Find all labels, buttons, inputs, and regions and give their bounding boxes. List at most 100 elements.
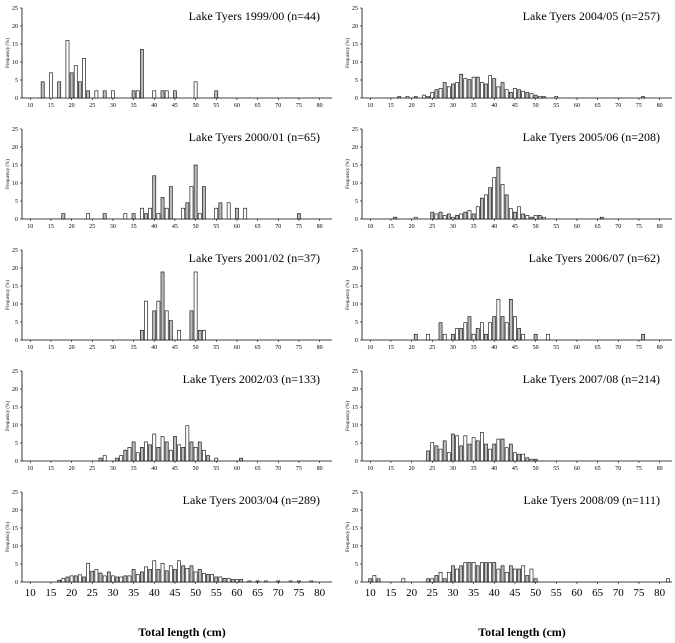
bar <box>152 90 157 99</box>
bar <box>442 215 447 220</box>
y-tick-label: 25 <box>12 248 18 254</box>
bar <box>446 452 451 462</box>
bar <box>521 333 526 341</box>
y-tick-label: 15 <box>352 163 358 169</box>
y-tick-label: 20 <box>12 387 18 393</box>
bar <box>426 578 430 583</box>
panel: 0 5 10 15 20 25 10 15 20 25 30 35 40 45 50 55 60 65 70 75 80… <box>6 127 332 230</box>
x-tick-label: 35 <box>131 224 137 230</box>
bar <box>206 574 210 583</box>
bar <box>111 90 115 99</box>
x-tick-label: 65 <box>595 466 601 472</box>
bar <box>173 436 177 462</box>
bar <box>123 575 128 583</box>
bar <box>475 565 480 583</box>
bar <box>226 202 231 220</box>
bar <box>496 86 501 99</box>
bar <box>230 579 235 583</box>
y-tick-label: 10 <box>12 544 18 550</box>
bar <box>492 443 497 462</box>
bar <box>529 458 534 462</box>
bar <box>214 576 219 583</box>
bar <box>255 580 260 583</box>
bar <box>98 457 103 462</box>
x-tick-label: 70 <box>615 345 621 351</box>
y-tick-label: 15 <box>352 526 358 532</box>
y-tick-label: 15 <box>352 284 358 290</box>
bar <box>508 443 513 462</box>
y-tick-label: 10 <box>352 181 358 187</box>
y-tick-label: 15 <box>12 163 18 169</box>
x-tick-label: 20 <box>409 466 415 472</box>
bar <box>181 565 186 583</box>
bar <box>185 202 190 220</box>
bar <box>102 455 107 462</box>
bar <box>413 96 418 99</box>
bar <box>82 576 86 583</box>
bar <box>438 87 443 99</box>
y-tick-label: 5 <box>15 441 18 447</box>
x-tick-label: 60 <box>234 103 240 109</box>
bar <box>148 569 152 583</box>
bar <box>144 441 148 462</box>
bar <box>144 213 148 220</box>
bar <box>463 78 468 99</box>
bar <box>463 435 468 462</box>
x-tick-label: 25 <box>87 587 99 599</box>
bar <box>459 213 464 220</box>
bar <box>484 194 488 220</box>
bar <box>119 455 124 462</box>
bar <box>641 96 645 99</box>
y-tick-label: 25 <box>12 6 18 12</box>
bar <box>102 575 107 583</box>
x-tick-label: 35 <box>471 345 477 351</box>
y-tick-label: 20 <box>12 145 18 151</box>
x-tick-label: 35 <box>471 466 477 472</box>
bar <box>247 580 252 583</box>
x-tick-label: 35 <box>131 103 137 109</box>
bar <box>168 565 173 583</box>
x-tick-label: 20 <box>69 345 75 351</box>
x-tick-label: 15 <box>48 103 54 109</box>
bar <box>438 322 443 341</box>
y-axis-label: Frequency (%) <box>6 38 11 68</box>
bar <box>127 575 132 583</box>
bar <box>131 441 136 462</box>
y-tick-label: 25 <box>352 490 358 496</box>
x-tick-label: 55 <box>553 103 559 109</box>
bar <box>504 322 509 341</box>
bar <box>181 447 186 462</box>
x-tick-label: 10 <box>27 224 33 230</box>
bar <box>185 568 190 583</box>
panel-title: Lake Tyers 2007/08 (n=214) <box>523 372 660 386</box>
bar <box>451 333 455 341</box>
x-tick-label: 65 <box>255 466 261 472</box>
x-tick-label: 40 <box>151 466 157 472</box>
bar <box>376 578 381 583</box>
x-tick-label: 20 <box>409 224 415 230</box>
bar <box>434 213 439 220</box>
x-tick-label: 15 <box>388 466 394 472</box>
bar <box>455 568 459 583</box>
bar <box>641 333 645 341</box>
bar <box>61 213 66 220</box>
y-tick-label: 0 <box>355 580 358 586</box>
x-axis-label: Total length (cm) <box>138 625 226 639</box>
x-tick-label: 60 <box>234 466 240 472</box>
y-tick-label: 15 <box>352 42 358 48</box>
bar <box>484 83 488 99</box>
x-tick-label: 25 <box>427 587 439 599</box>
bar <box>164 570 169 583</box>
y-tick-label: 0 <box>15 96 18 102</box>
bar <box>513 211 517 220</box>
x-tick-label: 75 <box>636 103 642 109</box>
bar <box>239 579 243 583</box>
bar <box>471 562 476 583</box>
bar <box>140 207 144 220</box>
bar <box>144 566 148 583</box>
x-tick-label: 45 <box>512 103 518 109</box>
bar <box>434 445 439 462</box>
y-tick-label: 0 <box>355 96 358 102</box>
bar <box>193 164 198 220</box>
bar <box>504 447 509 462</box>
